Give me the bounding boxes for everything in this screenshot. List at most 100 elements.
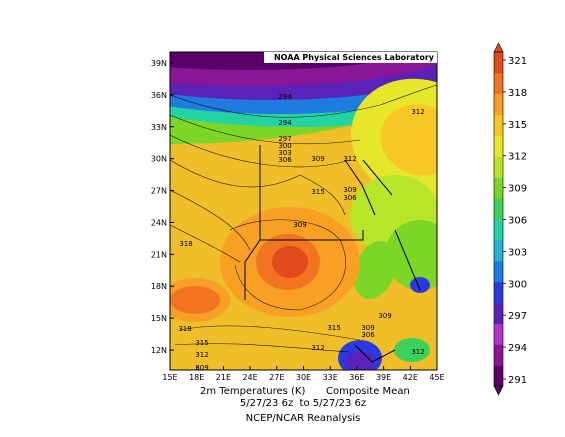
colorbar-tick-label: 297 bbox=[508, 311, 527, 322]
x-tick-label: 42E bbox=[403, 373, 418, 382]
contour-label: 309 bbox=[343, 186, 356, 194]
colorbar-tick-label: 318 bbox=[508, 88, 527, 99]
colorbar-segment bbox=[494, 177, 503, 199]
y-tick-label: 30N bbox=[151, 155, 167, 164]
colorbar-segment bbox=[494, 323, 503, 345]
x-tick-label: 30E bbox=[296, 373, 311, 382]
x-axis: 15E 18E 21E 24E 27E 30E 33E 36E 39E 42E 45E bbox=[162, 366, 445, 382]
colorbar-segment bbox=[494, 198, 503, 220]
contour-label: 312 bbox=[311, 344, 324, 352]
contour-label: 318 bbox=[178, 325, 191, 333]
y-tick-label: 15N bbox=[151, 314, 167, 323]
colorbar-segment bbox=[494, 114, 503, 136]
colorbar-segment bbox=[494, 52, 503, 74]
x-tick-label: 21E bbox=[216, 373, 231, 382]
border-line bbox=[354, 344, 396, 363]
country-borders bbox=[244, 145, 421, 363]
x-tick-label: 18E bbox=[189, 373, 204, 382]
contour-label: 312 bbox=[411, 108, 424, 116]
colorbar-frame bbox=[493, 51, 504, 387]
attribution: NOAA Physical Sciences Laboratory bbox=[274, 53, 435, 62]
colorbar-tick-label: 312 bbox=[508, 152, 527, 163]
x-tick-label: 24E bbox=[242, 373, 257, 382]
contour-label: 294 bbox=[278, 93, 292, 101]
attribution-box bbox=[264, 52, 437, 63]
contour-label: 309 bbox=[311, 155, 324, 163]
x-tick-label: 39E bbox=[376, 373, 391, 382]
temperature-band bbox=[272, 246, 308, 278]
isotherm-line bbox=[170, 159, 301, 188]
isotherm-line bbox=[170, 134, 351, 168]
contour-label: 309 bbox=[378, 312, 391, 320]
colorbar-tick-label: 321 bbox=[508, 56, 527, 67]
contour-label: 306 bbox=[278, 156, 292, 164]
colorbar-segment bbox=[494, 72, 503, 95]
contour-label: 315 bbox=[195, 339, 208, 347]
contour-label: 315 bbox=[327, 324, 340, 332]
colorbar-segment bbox=[494, 93, 503, 116]
isotherm-line bbox=[170, 189, 251, 251]
x-tick-label: 27E bbox=[269, 373, 284, 382]
y-tick-label: 27N bbox=[151, 187, 167, 196]
colorbar-tick-label: 309 bbox=[508, 184, 527, 195]
x-tick-label: 15E bbox=[162, 373, 177, 382]
border-line bbox=[362, 159, 393, 196]
colorbar-tick-label: 300 bbox=[508, 279, 527, 290]
isotherm-line bbox=[229, 219, 346, 311]
y-tick-label: 36N bbox=[151, 91, 167, 100]
contour-label: 312 bbox=[411, 348, 424, 356]
y-tick-label: 18N bbox=[151, 282, 167, 291]
colorbar-tick-label: 315 bbox=[508, 120, 527, 131]
isotherm-line bbox=[170, 224, 241, 263]
contour-label: 309 bbox=[195, 364, 208, 372]
colorbar-segment bbox=[494, 239, 503, 262]
y-tick-label: 33N bbox=[151, 123, 167, 132]
caption-variable: 2m Temperatures (K) bbox=[200, 386, 305, 397]
colorbar-segment bbox=[494, 365, 503, 387]
caption-statistic: Composite Mean bbox=[326, 386, 410, 397]
y-tick-label: 12N bbox=[151, 346, 167, 355]
colorbar-tick-label: 306 bbox=[508, 216, 527, 227]
colorbar-min-arrow bbox=[493, 385, 504, 396]
isotherm-line bbox=[179, 325, 361, 341]
border-line bbox=[394, 229, 421, 291]
isotherm-line bbox=[170, 84, 437, 118]
y-axis: 39N 36N 33N 30N 27N 24N 21N 18N 15N 12N bbox=[151, 59, 174, 355]
x-tick-label: 45E bbox=[429, 373, 444, 382]
contour-label: 306 bbox=[361, 331, 375, 339]
y-tick-label: 21N bbox=[151, 250, 167, 259]
y-tick-label: 39N bbox=[151, 59, 167, 68]
colorbar-tick-label: 291 bbox=[508, 375, 527, 386]
temperature-band bbox=[170, 286, 220, 314]
temperature-band bbox=[410, 277, 430, 293]
colorbar-segment bbox=[494, 344, 503, 366]
colorbar: 321 318 315 312 309 306 303 300 297 294 291 bbox=[493, 42, 527, 396]
x-tick-label: 36E bbox=[349, 373, 364, 382]
colorbar-tick-label: 294 bbox=[508, 343, 527, 354]
isotherm-line bbox=[174, 343, 351, 353]
isotherm-lines bbox=[170, 84, 437, 353]
colorbar-segment bbox=[494, 302, 503, 324]
contour-label: 312 bbox=[343, 155, 356, 163]
contour-label: 309 bbox=[361, 324, 374, 332]
temperature-band bbox=[353, 240, 397, 300]
contour-label: 309 bbox=[293, 221, 306, 229]
contour-label: 318 bbox=[179, 240, 192, 248]
contour-label: 294 bbox=[278, 119, 292, 127]
border-line bbox=[244, 239, 261, 300]
contour-label: 306 bbox=[343, 194, 357, 202]
contour-label: 303 bbox=[278, 149, 291, 157]
temperature-band bbox=[346, 352, 374, 370]
contour-label: 300 bbox=[278, 142, 291, 150]
colorbar-segment bbox=[494, 260, 503, 283]
colorbar-segment bbox=[494, 135, 503, 157]
temperature-band bbox=[394, 338, 430, 362]
border-line bbox=[259, 145, 364, 241]
contour-label: 312 bbox=[195, 351, 208, 359]
x-tick-label: 33E bbox=[323, 373, 338, 382]
caption-dates: 5/27/23 6z to 5/27/23 6z bbox=[240, 398, 366, 409]
colorbar-segment bbox=[494, 281, 503, 303]
colorbar-segment bbox=[494, 156, 503, 178]
